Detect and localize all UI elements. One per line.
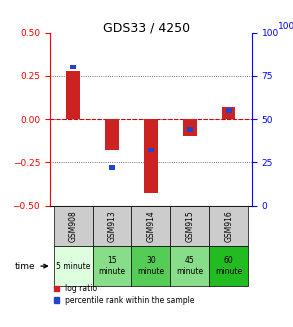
Bar (183, 119, 197, 136)
Bar (105, 119, 119, 150)
Bar (226, 108, 231, 113)
Text: GSM915: GSM915 (185, 210, 194, 242)
FancyBboxPatch shape (209, 246, 248, 286)
Bar (144, 119, 158, 194)
FancyBboxPatch shape (209, 206, 248, 246)
Legend: log ratio, percentile rank within the sample: log ratio, percentile rank within the sa… (54, 284, 195, 305)
Bar (66, 71, 80, 119)
FancyBboxPatch shape (54, 206, 93, 246)
Text: 30
minute: 30 minute (137, 256, 164, 276)
Bar (187, 127, 193, 132)
FancyBboxPatch shape (93, 246, 132, 286)
Text: time: time (15, 262, 47, 271)
Text: GDS33 / 4250: GDS33 / 4250 (103, 21, 190, 34)
FancyBboxPatch shape (170, 206, 209, 246)
Bar (109, 165, 115, 170)
Text: 45
minute: 45 minute (176, 256, 203, 276)
FancyBboxPatch shape (170, 246, 209, 286)
FancyBboxPatch shape (132, 246, 170, 286)
Bar (70, 65, 76, 69)
Text: GSM916: GSM916 (224, 210, 233, 242)
Text: 5 minute: 5 minute (56, 262, 90, 271)
Text: 15
minute: 15 minute (98, 256, 126, 276)
FancyBboxPatch shape (132, 206, 170, 246)
Text: GSM914: GSM914 (146, 210, 155, 242)
FancyBboxPatch shape (54, 246, 93, 286)
Text: 100%: 100% (278, 22, 293, 31)
Bar (148, 148, 154, 152)
Text: 60
minute: 60 minute (215, 256, 242, 276)
Text: GSM913: GSM913 (108, 210, 117, 242)
FancyBboxPatch shape (93, 206, 132, 246)
Text: GSM908: GSM908 (69, 210, 78, 242)
Bar (222, 107, 236, 119)
